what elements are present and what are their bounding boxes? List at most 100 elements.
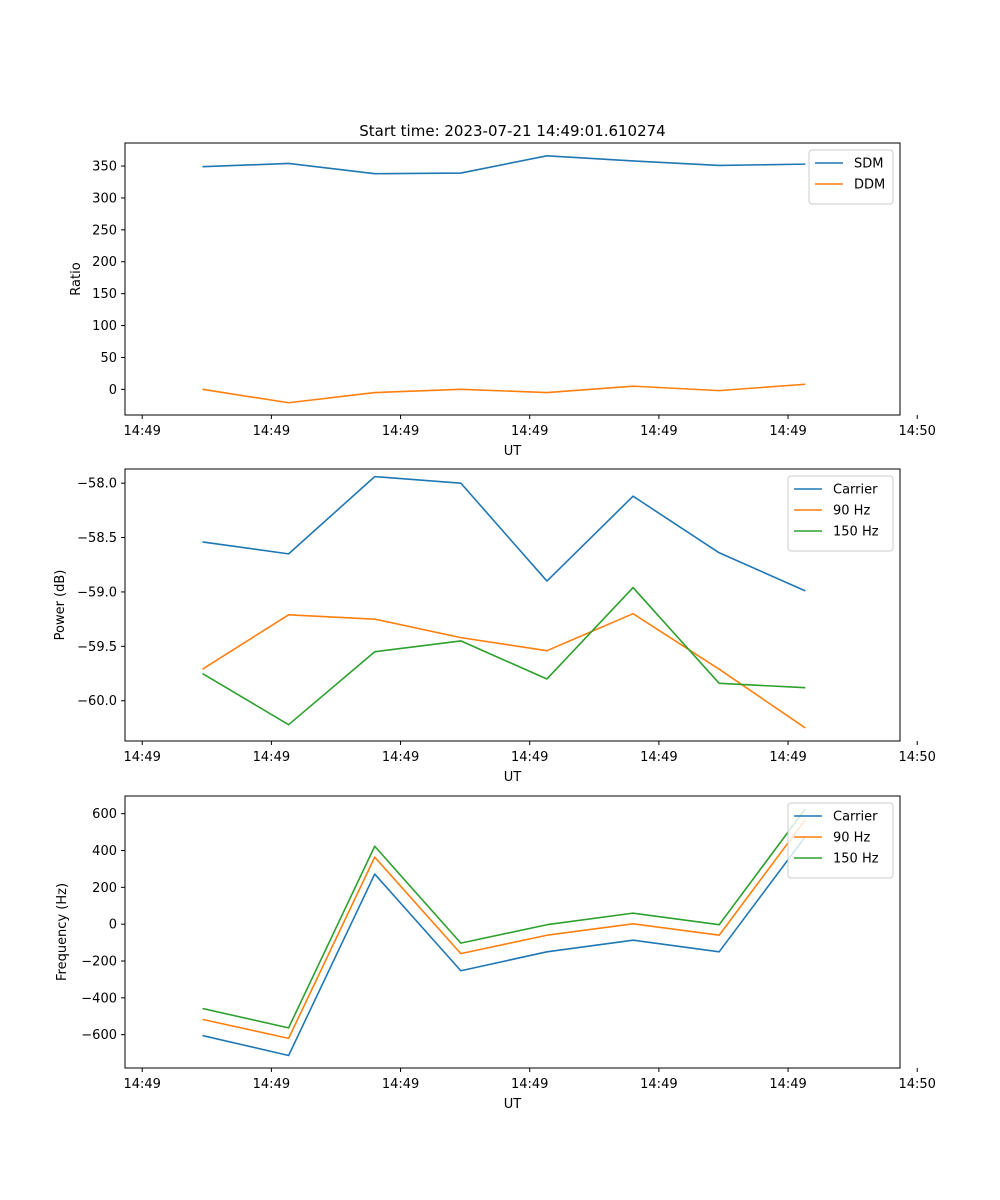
power-y-tick-label: −60.0 [77, 694, 117, 709]
ratio-series-ddm-point [546, 391, 548, 393]
frequency-series-carrier-point [460, 970, 462, 972]
frequency-x-tick-label: 14:50 [898, 1077, 935, 1092]
ratio-series-ddm-point [718, 389, 720, 391]
power-series-90-hz-point [374, 618, 376, 620]
frequency-series-carrier-point [287, 1054, 289, 1056]
power-series-90-hz-point [718, 668, 720, 670]
power-series-150-hz-point [374, 651, 376, 653]
ratio-y-tick-label: 300 [92, 191, 117, 206]
power-series-90-hz-point [287, 614, 289, 616]
frequency-series-carrier-line [202, 836, 806, 1057]
ratio-y-axis-label: Ratio [69, 262, 84, 295]
frequency-panel: 14:49 14:49 14:49 14:49 14:49 14:49 14:50 −600 −… [55, 795, 936, 1112]
frequency-series-150-hz-point [718, 924, 720, 926]
power-series-150-hz-point [804, 686, 806, 688]
power-series-90-hz-point [460, 636, 462, 638]
frequency-y-tick-label: 400 [92, 844, 117, 859]
power-legend-box [787, 475, 894, 552]
power-series-carrier-point [287, 553, 289, 555]
power-series-90-hz-point [546, 649, 548, 651]
power-series-carrier-line [202, 475, 806, 592]
power-series-90-hz-point [632, 613, 634, 615]
frequency-series-150-hz-line [202, 808, 806, 1029]
ratio-series-ddm-point [287, 402, 289, 404]
ratio-legend-label-ddm: DDM [854, 178, 885, 193]
power-series-carrier-point [632, 495, 634, 497]
frequency-x-tick-label: 14:49 [511, 1077, 548, 1092]
power-series-150-hz-point [718, 682, 720, 684]
ratio-series-ddm-point [201, 388, 203, 390]
frequency-series-carrier-point [632, 939, 634, 941]
frequency-x-tick-label: 14:49 [253, 1077, 290, 1092]
ratio-axes-frame [124, 142, 901, 416]
power-x-axis-label: UT [504, 770, 522, 785]
ratio-y-tick-label: 50 [100, 351, 117, 366]
ratio-series-ddm-point [374, 391, 376, 393]
power-series-150-hz-point [287, 723, 289, 725]
power-series-carrier-point [804, 590, 806, 592]
power-series-150-hz-point [201, 672, 203, 674]
frequency-y-tick-label: −200 [81, 955, 117, 970]
frequency-series-90-hz-point [287, 1037, 289, 1039]
ratio-panel: 14:49 14:49 14:49 14:49 14:49 14:49 14:50 0 50 10… [69, 142, 936, 459]
frequency-series-carrier-point [374, 873, 376, 875]
frequency-y-axis-label: Frequency (Hz) [55, 883, 70, 981]
frequency-series-150-hz-point [287, 1027, 289, 1029]
ratio-series-ddm-point [632, 385, 634, 387]
frequency-series-150-hz-point [632, 912, 634, 914]
power-series-carrier-point [201, 541, 203, 543]
ratio-y-tick-label: 100 [92, 319, 117, 334]
frequency-x-tick-label: 14:49 [769, 1077, 806, 1092]
frequency-series-90-hz-point [632, 923, 634, 925]
frequency-x-axis-label: UT [504, 1097, 522, 1112]
ratio-series-sdm-point [201, 165, 203, 167]
ratio-series-sdm-point [718, 164, 720, 166]
power-x-tick-label: 14:49 [253, 750, 290, 765]
power-y-tick-label: −58.0 [77, 477, 117, 492]
ratio-x-axis-label: UT [504, 444, 522, 459]
ratio-x-tick-label: 14:49 [640, 424, 677, 439]
frequency-series-90-hz-point [546, 934, 548, 936]
power-x-tick-label: 14:49 [769, 750, 806, 765]
ratio-x-tick-label: 14:49 [253, 424, 290, 439]
power-series-90-hz-point [201, 668, 203, 670]
power-panel: 14:49 14:49 14:49 14:49 14:49 14:49 14:50 −60.0… [53, 468, 936, 785]
frequency-y-tick-label: −600 [81, 1028, 117, 1043]
ratio-y-tick-label: 350 [92, 160, 117, 175]
power-x-tick-label: 14:49 [382, 750, 419, 765]
frequency-series-90-hz-point [460, 952, 462, 954]
power-series-150-hz-line [202, 586, 806, 726]
power-series-carrier-point [718, 552, 720, 554]
ratio-series-sdm-point [632, 160, 634, 162]
ratio-x-tick-label: 14:49 [382, 424, 419, 439]
frequency-series-150-hz-point [201, 1007, 203, 1009]
power-legend-label-carrier: Carrier [833, 483, 878, 498]
frequency-series-90-hz-line [202, 819, 806, 1040]
power-series-carrier-point [374, 475, 376, 477]
power-y-tick-label: −59.0 [77, 585, 117, 600]
ratio-y-tick-label: 250 [92, 223, 117, 238]
ratio-x-tick-label: 14:49 [123, 424, 160, 439]
frequency-legend-box [787, 802, 894, 879]
power-series-90-hz-line [202, 612, 806, 729]
ratio-series-sdm-point [460, 172, 462, 174]
power-series-150-hz-point [460, 640, 462, 642]
frequency-x-tick-label: 14:49 [640, 1077, 677, 1092]
ratio-series-sdm-point [804, 163, 806, 165]
frequency-series-150-hz-point [374, 845, 376, 847]
power-legend-label-150-hz: 150 Hz [833, 525, 879, 540]
frequency-x-tick-label: 14:49 [123, 1077, 160, 1092]
power-x-tick-label: 14:49 [123, 750, 160, 765]
power-x-tick-label: 14:49 [511, 750, 548, 765]
power-series-carrier-point [460, 482, 462, 484]
power-y-tick-label: −59.5 [77, 640, 117, 655]
frequency-y-tick-label: 200 [92, 881, 117, 896]
ratio-series-ddm-point [460, 388, 462, 390]
ratio-x-tick-label: 14:49 [769, 424, 806, 439]
ratio-series-sdm-point [374, 172, 376, 174]
frequency-series-90-hz-point [201, 1018, 203, 1020]
ratio-x-tick-label: 14:49 [511, 424, 548, 439]
ratio-series-sdm-point [287, 162, 289, 164]
power-series-90-hz-point [804, 727, 806, 729]
